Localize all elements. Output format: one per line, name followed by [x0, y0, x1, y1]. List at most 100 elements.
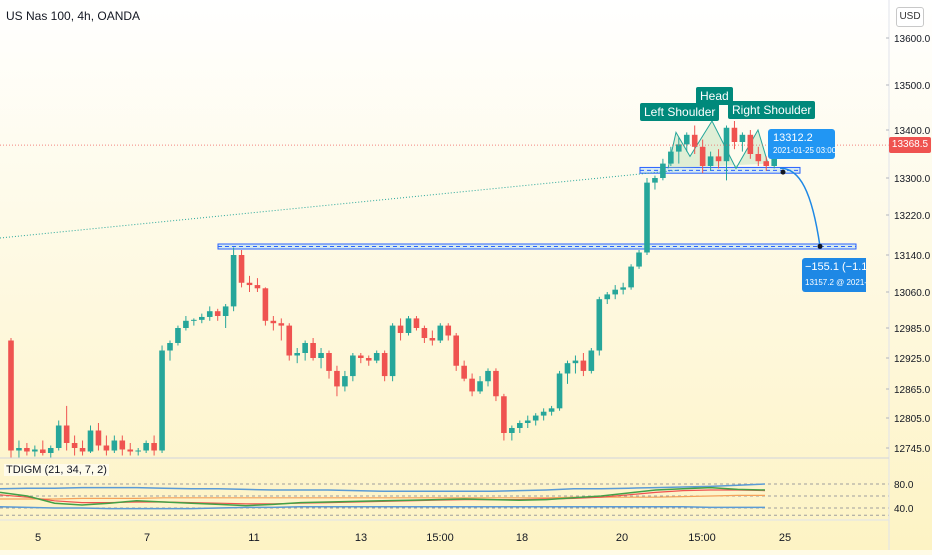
candle-body: [763, 161, 770, 166]
candle-body: [262, 288, 269, 321]
candle-body: [699, 146, 706, 166]
projection-start-dot: [780, 169, 786, 175]
time-tick-label: 11: [248, 532, 259, 544]
candle-body: [183, 320, 189, 328]
indicator-upper-band: [0, 483, 766, 492]
candle-body: [628, 266, 634, 288]
candle-body: [636, 252, 642, 267]
projection-end-dot: [817, 243, 823, 249]
candle-body: [532, 415, 539, 421]
measure-start-price: 13312.2: [773, 132, 813, 144]
candle-body: [294, 353, 300, 356]
candle-body: [493, 370, 499, 397]
candle-body: [373, 353, 380, 361]
candle-body: [151, 443, 157, 451]
candle-body: [318, 353, 324, 358]
candle-body: [246, 282, 253, 286]
candle-body: [143, 443, 149, 451]
price-tick-label: 13220.0: [894, 211, 931, 222]
candle-body: [604, 294, 611, 300]
measure-end-info: 13157.2 @ 2021-01-2: [805, 278, 866, 287]
candle-body: [95, 430, 102, 446]
candle-body: [381, 353, 388, 377]
price-tick-label: 13140.0: [894, 251, 931, 262]
time-tick-label: 25: [779, 532, 791, 544]
candle-body: [238, 255, 245, 283]
candle-body: [159, 350, 165, 451]
candle-body: [652, 178, 658, 183]
candle-body: [119, 440, 126, 450]
candle-body: [206, 311, 213, 317]
candle-body: [286, 325, 293, 356]
candle-body: [254, 285, 261, 289]
candle-body: [668, 151, 674, 164]
price-tick-label: 12865.0: [894, 385, 931, 396]
candle-body: [739, 134, 746, 142]
candle-body: [437, 325, 444, 341]
time-tick-label: 15:00: [426, 532, 454, 544]
candle-body: [707, 156, 714, 166]
measure-start-box: 13312.2 2021-01-25 03:00: [768, 129, 836, 159]
candle-body: [580, 360, 587, 371]
candle-body: [397, 325, 404, 333]
head-label: Head: [696, 87, 733, 105]
candle-body: [175, 328, 181, 343]
candle-body: [588, 350, 595, 371]
time-tick-label: 18: [516, 532, 528, 544]
price-tick-label: 13300.0: [894, 174, 931, 185]
candle-body: [24, 448, 30, 452]
measure-change: −155.1 (−1.16%): [805, 261, 866, 273]
candle-body: [103, 445, 110, 451]
candle-body: [199, 316, 205, 320]
left-shoulder-label: Left Shoulder: [640, 103, 720, 121]
price-tick-label: 12985.0: [894, 324, 931, 335]
indicator-label[interactable]: TDIGM (21, 34, 7, 2): [4, 464, 109, 476]
candle-body: [135, 450, 141, 452]
candle-body: [644, 182, 650, 253]
candle-body: [660, 163, 666, 178]
candle-body: [421, 328, 428, 338]
candle-body: [71, 443, 78, 448]
candle-body: [715, 156, 722, 162]
indicator-tick-label: 40.0: [894, 504, 914, 515]
current-price-tag: 13368.5: [889, 137, 931, 153]
candle-body: [167, 343, 173, 351]
candle-body: [127, 449, 134, 452]
indicator-tick-label: 80.0: [894, 480, 914, 491]
currency-button[interactable]: USD: [896, 7, 924, 27]
candle-body: [747, 134, 754, 154]
indicator-lower-band: [0, 506, 765, 510]
candle-body: [572, 360, 579, 364]
price-tick-label: 12925.0: [894, 354, 931, 365]
candle-body: [723, 127, 730, 162]
candle-body: [683, 134, 690, 145]
candle-body: [620, 287, 626, 290]
candle-body: [755, 154, 762, 162]
candle-body: [731, 127, 738, 142]
candle-body: [191, 319, 197, 321]
candle-body: [358, 355, 364, 358]
time-tick-label: 13: [355, 532, 367, 544]
candle-body: [334, 370, 340, 387]
candle-body: [524, 420, 531, 423]
time-tick-label: 20: [616, 532, 628, 544]
candle-body: [405, 318, 412, 333]
candle-body: [389, 325, 396, 377]
hs-pattern-outline: [667, 119, 769, 170]
measure-end-box: −155.1 (−1.16%) 13157.2 @ 2021-01-2: [802, 258, 866, 292]
candle-body: [350, 355, 356, 377]
time-tick-label: 5: [35, 532, 41, 544]
candle-body: [111, 440, 118, 451]
symbol-title[interactable]: US Nas 100, 4h, OANDA: [6, 9, 141, 23]
candle-body: [445, 325, 452, 336]
time-tick-label: 15:00: [688, 532, 716, 544]
candle-body: [365, 358, 372, 361]
indicator-mid-band: [0, 494, 765, 500]
price-tick-label: 13060.0: [894, 288, 931, 299]
candle-body: [469, 378, 475, 392]
candle-body: [485, 370, 491, 382]
candle-body: [501, 396, 507, 433]
